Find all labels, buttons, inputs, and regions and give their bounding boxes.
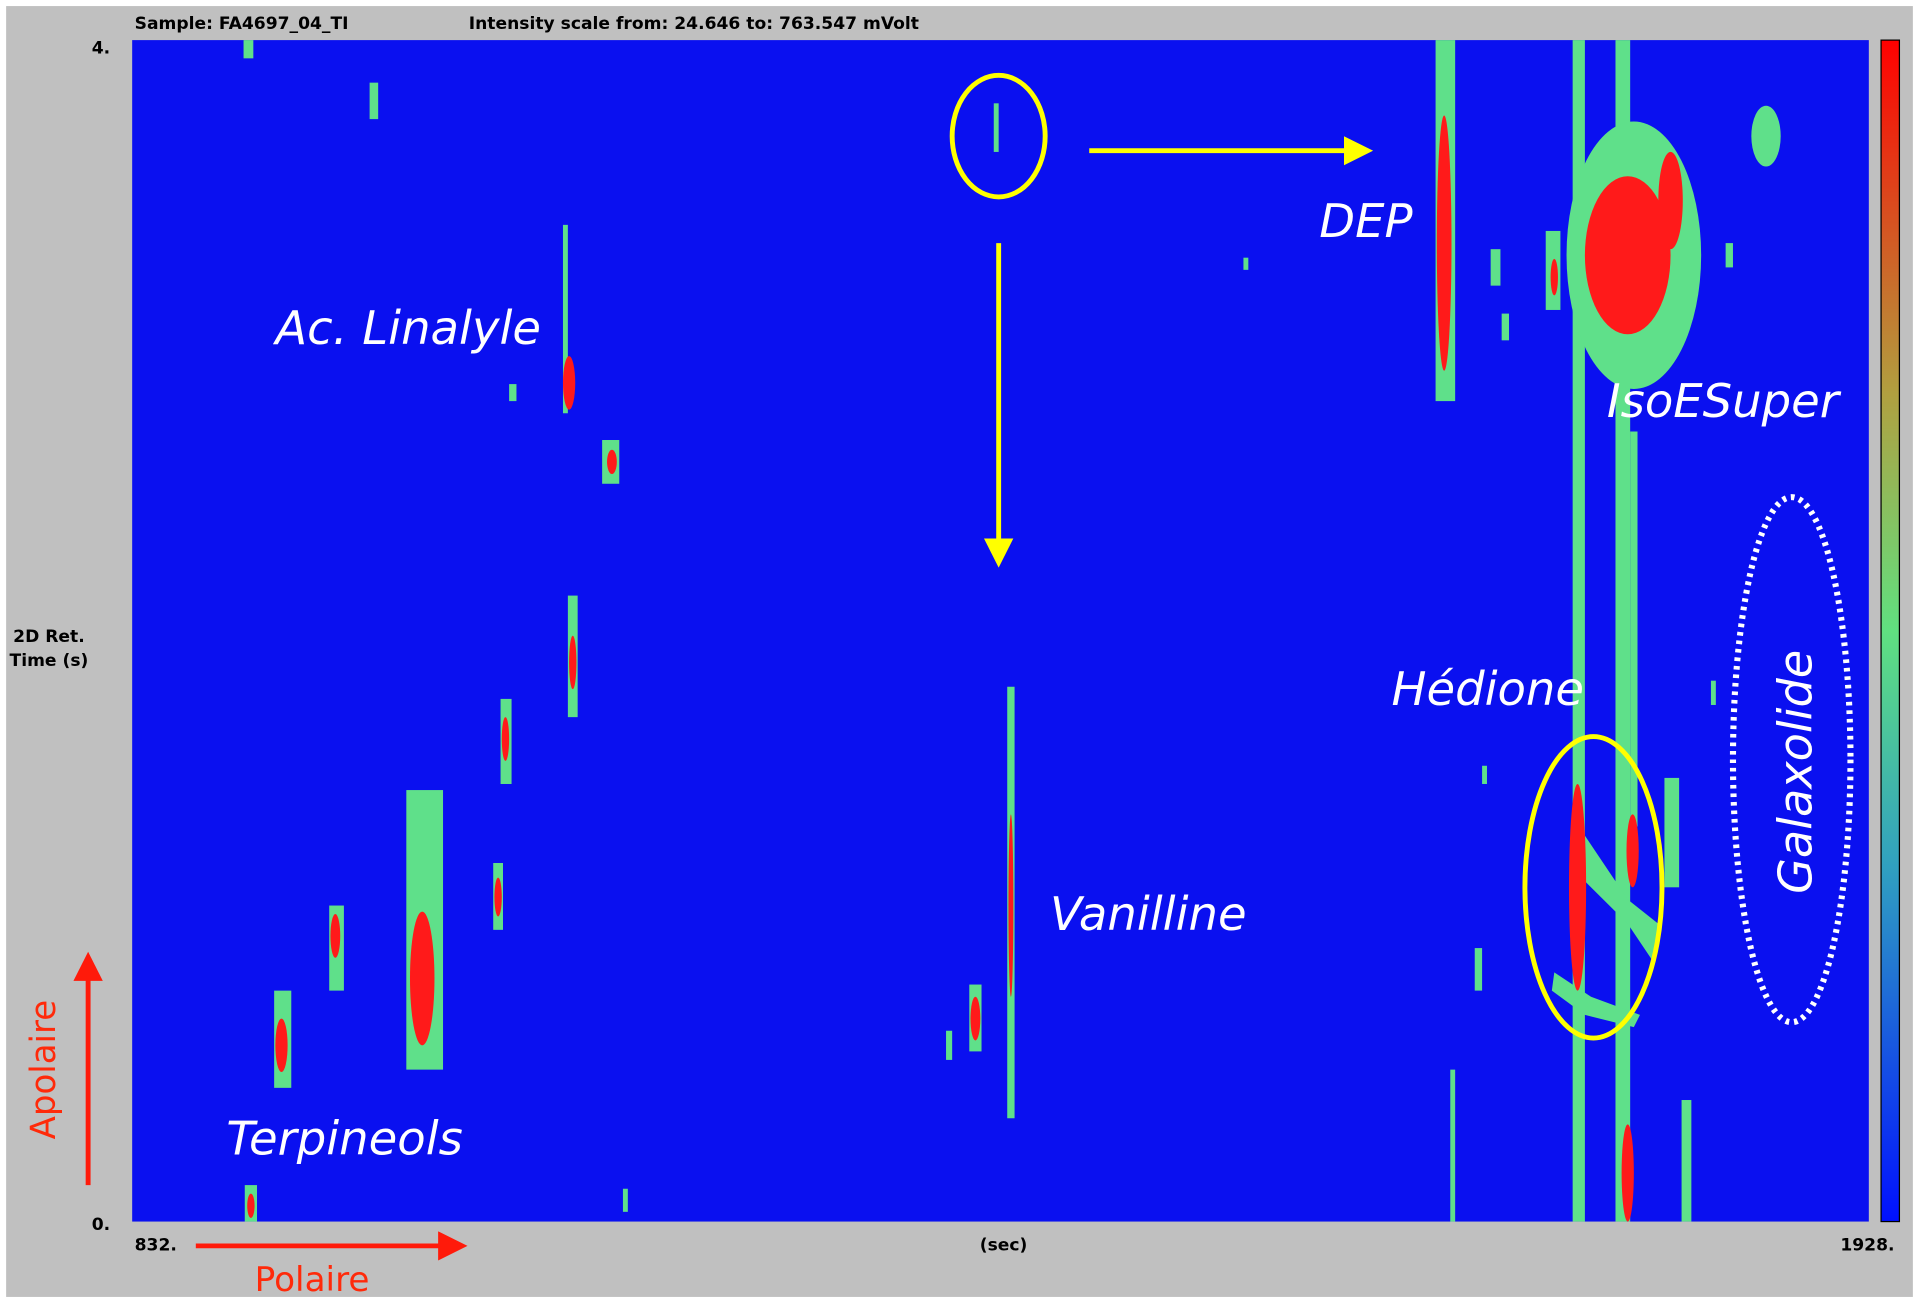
intensity-label: Intensity scale from: 24.646 to: 763.547… — [469, 14, 919, 34]
peak-core — [1621, 1124, 1634, 1222]
x-left-label: 832. — [135, 1236, 177, 1256]
annotation: Galaxolide — [1768, 650, 1822, 894]
peak-core — [607, 449, 617, 475]
peak — [1474, 948, 1483, 991]
peak — [243, 40, 254, 59]
x-right-label: 1928. — [1840, 1236, 1894, 1256]
peak — [993, 103, 999, 152]
highlights — [73, 72, 1854, 1261]
annotation: IsoESuper — [1607, 374, 1842, 428]
annotation: DEP — [1319, 194, 1412, 248]
peak — [562, 224, 568, 414]
peak-core — [1626, 814, 1639, 888]
axis-direction-label: Apolaire — [24, 1000, 64, 1140]
peak-core — [1008, 814, 1014, 997]
peak-core — [1584, 176, 1671, 335]
peak-core — [409, 911, 435, 1046]
peak-core — [275, 1018, 288, 1073]
peak-core — [970, 996, 981, 1041]
peak-core — [501, 717, 510, 761]
peak-core — [330, 914, 341, 958]
peak — [1482, 765, 1487, 784]
peak — [509, 384, 517, 402]
peak-core — [1568, 783, 1587, 991]
peak — [1243, 257, 1249, 270]
annotation: Ac. Linalyle — [272, 301, 541, 355]
peak — [1501, 313, 1510, 341]
peak — [1578, 826, 1659, 961]
peak — [622, 1188, 628, 1212]
y-axis-label: Time (s) — [10, 651, 89, 671]
axis-direction-label: Polaire — [255, 1260, 370, 1300]
highlight-ellipse — [949, 72, 1048, 200]
peak — [1490, 249, 1501, 286]
sample-label: Sample: FA4697_04_TI — [135, 14, 349, 34]
peak — [1710, 680, 1716, 705]
peak — [1725, 243, 1733, 268]
annotation: Vanilline — [1050, 887, 1247, 941]
dotted-ellipse — [1729, 494, 1854, 1026]
peak — [1681, 1100, 1692, 1222]
annotation: Terpineols — [226, 1112, 462, 1166]
y-bottom-label: 0. — [92, 1215, 110, 1235]
y-axis-label: 2D Ret. — [13, 627, 85, 647]
peak — [1751, 105, 1781, 167]
peak-core — [1550, 258, 1558, 296]
peak — [1551, 972, 1640, 1028]
peak — [1664, 777, 1680, 888]
peak — [1450, 1069, 1456, 1222]
highlight-ellipse — [1522, 734, 1665, 1041]
annotation: Hédione — [1392, 662, 1584, 716]
peak-core — [494, 877, 502, 917]
peak — [1630, 431, 1638, 827]
y-top-label: 4. — [92, 39, 110, 59]
peak-cores — [247, 115, 1683, 1222]
peak-core — [562, 356, 576, 410]
x-axis-label: (sec) — [980, 1236, 1028, 1256]
peak — [369, 82, 379, 120]
peak-core — [1436, 115, 1452, 371]
color-bar — [1880, 39, 1901, 1223]
peak-core — [569, 635, 577, 690]
peak — [946, 1030, 953, 1060]
peak-core — [1658, 151, 1683, 250]
peak-core — [247, 1193, 255, 1218]
